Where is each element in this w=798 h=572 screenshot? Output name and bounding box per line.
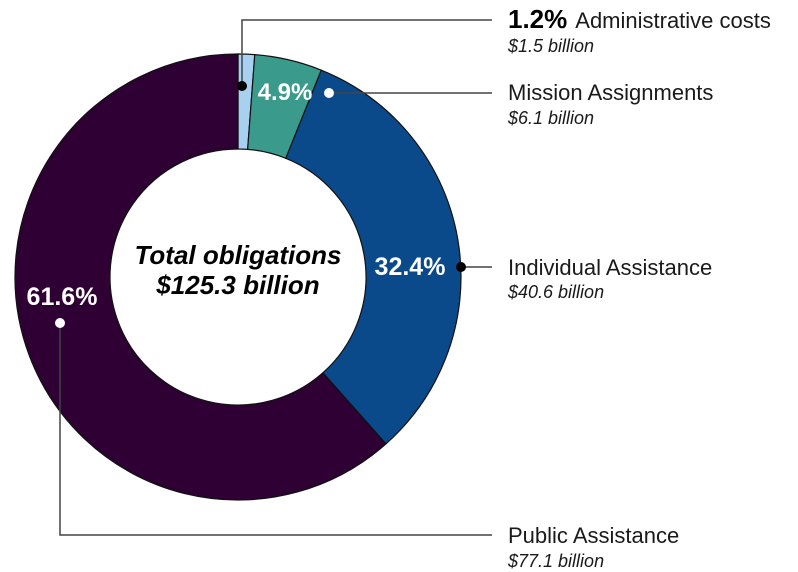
donut-slices [14,53,462,501]
pct-label-mission-assignments: 4.9% [258,79,313,106]
amount-label-public-assistance: $77.1 billion [507,551,604,571]
category-label-mission-assignments: Mission Assignments [508,80,713,105]
slice-individual-assistance [285,69,462,445]
leader-dot-individual-assistance [456,262,466,272]
amount-label-individual-assistance: $40.6 billion [507,282,604,302]
leader-line-administrative-costs [241,19,492,86]
pct-label-administrative-costs: 1.2% [508,4,567,34]
leader-dot-public-assistance [55,318,65,328]
leader-dot-mission-assignments [324,88,334,98]
leader-dot-administrative-costs [237,81,247,91]
category-label-individual-assistance: Individual Assistance [508,255,712,280]
center-label-line2: $125.3 billion [155,270,319,300]
slice-public-assistance [14,53,387,501]
pct-label-individual-assistance: 32.4% [375,253,446,281]
pct-label-public-assistance: 61.6% [27,283,98,311]
category-label-public-assistance: Public Assistance [508,523,679,548]
amount-label-mission-assignments: $6.1 billion [507,108,594,128]
center-label-line1: Total obligations [134,240,341,270]
category-label-administrative-costs: Administrative costs [575,8,771,33]
amount-label-administrative-costs: $1.5 billion [507,36,594,56]
leader-lines [55,19,492,536]
slice-labels: 1.2% Administrative costs $1.5 billion 4.9%… [27,4,771,571]
leader-line-public-assistance [59,323,492,536]
